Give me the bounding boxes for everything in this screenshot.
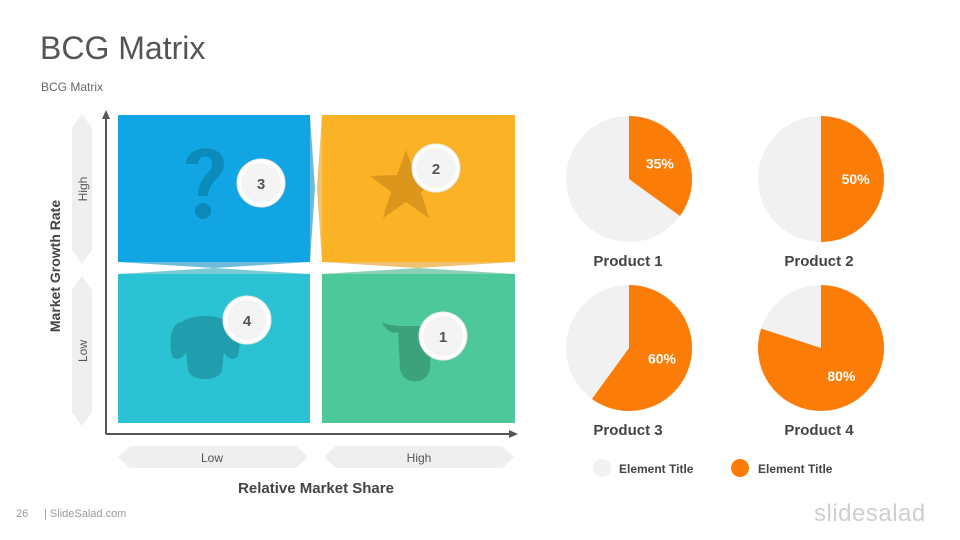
legend-swatch-accent [731, 459, 749, 477]
pie-2-accent-slice [821, 116, 884, 242]
pie-4-percent-label: 80% [827, 368, 856, 384]
slide-subtitle: BCG Matrix [41, 80, 104, 94]
question-mark-icon [186, 148, 224, 219]
badge-3-label: 3 [257, 176, 265, 193]
dog-icon [170, 316, 240, 379]
pie-1-accent-slice [629, 116, 692, 217]
badge-3: 3 [236, 158, 286, 208]
fold-shade [322, 262, 515, 268]
badge-1-label: 1 [439, 329, 447, 346]
x-low-arrow [118, 446, 308, 468]
pie-3-percent-label: 60% [648, 351, 677, 367]
badge-4-label: 4 [243, 313, 252, 330]
badge-1: 1 [418, 311, 468, 361]
legend-swatch-base [593, 459, 611, 477]
badge-2: 2 [411, 143, 461, 193]
slide-title: BCG Matrix [40, 30, 206, 66]
pie-1-title: Product 1 [593, 253, 663, 270]
pie-4-accent-slice [758, 285, 885, 411]
star-icon [370, 150, 442, 218]
y-low-arrow [72, 276, 92, 426]
x-axis-arrowhead [509, 430, 518, 438]
bcg-matrix: 3 2 4 1 Low High High Low [72, 110, 518, 468]
pie-2-percent-label: 50% [842, 171, 871, 187]
x-low-label: Low [201, 451, 223, 465]
pie-charts: 35% 50% 60% 80% [566, 116, 885, 412]
fold-shade [317, 115, 322, 262]
y-high-arrow [72, 114, 92, 264]
fold-shade [322, 268, 515, 274]
x-high-arrow [324, 446, 514, 468]
legend-label-accent: Element Title [758, 462, 833, 476]
fold-shade [310, 115, 315, 262]
badge-4: 4 [222, 295, 272, 345]
pie-3-title: Product 3 [593, 422, 663, 439]
fold-shade [118, 262, 310, 268]
footer-site: | SlideSalad.com [44, 508, 127, 520]
fold-shade [118, 268, 310, 274]
brand-logo: slidesalad [814, 500, 926, 527]
y-high-label: High [76, 177, 90, 202]
pie-4-title: Product 4 [784, 422, 854, 439]
page-number: 26 [16, 508, 29, 520]
x-axis-title: Relative Market Share [238, 480, 394, 497]
quadrant-question-mark [118, 115, 310, 262]
badge-2-label: 2 [432, 161, 440, 178]
pie-2-title: Product 2 [784, 253, 854, 270]
legend-label-base: Element Title [619, 462, 694, 476]
x-high-label: High [407, 451, 432, 465]
pie-1-percent-label: 35% [646, 155, 675, 171]
pie-3-accent-slice [591, 285, 692, 412]
y-axis-arrowhead [102, 110, 110, 119]
y-low-label: Low [76, 340, 90, 362]
